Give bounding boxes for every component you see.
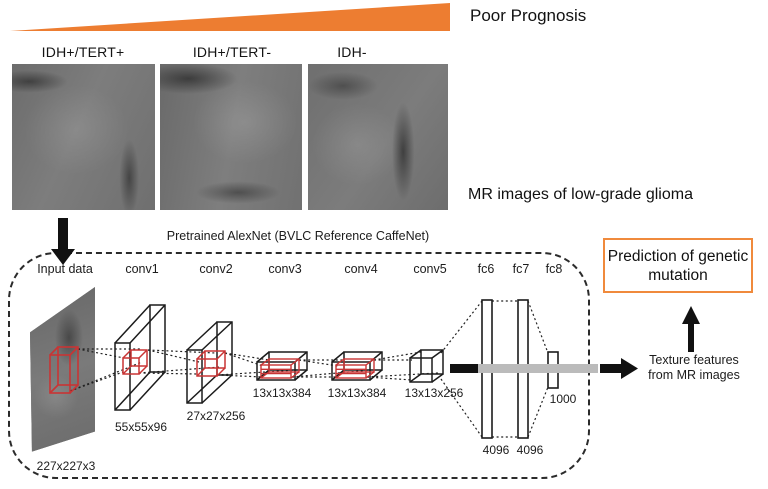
prognosis-gradient-triangle xyxy=(10,3,450,31)
layer-name-input: Input data xyxy=(37,262,93,276)
layer-name-conv5: conv5 xyxy=(413,262,447,276)
mr-caption: MR images of low-grade glioma xyxy=(468,186,693,203)
dim-fc8: 1000 xyxy=(549,392,577,406)
layer-name-conv2: conv2 xyxy=(199,262,233,276)
layer-name-conv3: conv3 xyxy=(268,262,302,276)
dim-conv3: 13x13x384 xyxy=(252,386,312,400)
layer-name-fc7: fc7 xyxy=(512,262,530,276)
mr-label-idh-tert-pos: IDH+/TERT+ xyxy=(41,44,125,60)
prediction-output-box: Prediction of genetic mutation xyxy=(603,238,753,293)
dim-conv1: 55x55x96 xyxy=(114,420,168,434)
arrow-right-icon xyxy=(600,358,638,379)
mr-image-idh-neg xyxy=(308,64,448,210)
texture-features-label: Texture features from MR images xyxy=(648,353,740,382)
alexnet-title: Pretrained AlexNet (BVLC Reference Caffe… xyxy=(166,229,430,243)
dim-conv4: 13x13x384 xyxy=(327,386,387,400)
layer-name-conv4: conv4 xyxy=(344,262,378,276)
dim-fc6: 4096 xyxy=(482,443,510,457)
prediction-label: Prediction of genetic mutation xyxy=(607,247,749,284)
prognosis-label: Poor Prognosis xyxy=(470,6,587,25)
mr-image-idh-tert-neg xyxy=(160,64,302,210)
arrow-up-icon xyxy=(682,306,700,352)
dim-conv5: 13x13x256 xyxy=(404,386,464,400)
layer-name-conv1: conv1 xyxy=(125,262,159,276)
mr-label-idh-neg: IDH- xyxy=(337,44,367,60)
layer-name-fc8: fc8 xyxy=(545,262,563,276)
mr-label-idh-tert-neg: IDH+/TERT- xyxy=(192,44,272,60)
dim-fc7: 4096 xyxy=(516,443,544,457)
dim-conv2: 27x27x256 xyxy=(186,409,246,423)
layer-name-fc6: fc6 xyxy=(477,262,495,276)
dim-input: 227x227x3 xyxy=(36,459,96,473)
mr-image-idh-tert-pos xyxy=(12,64,155,210)
